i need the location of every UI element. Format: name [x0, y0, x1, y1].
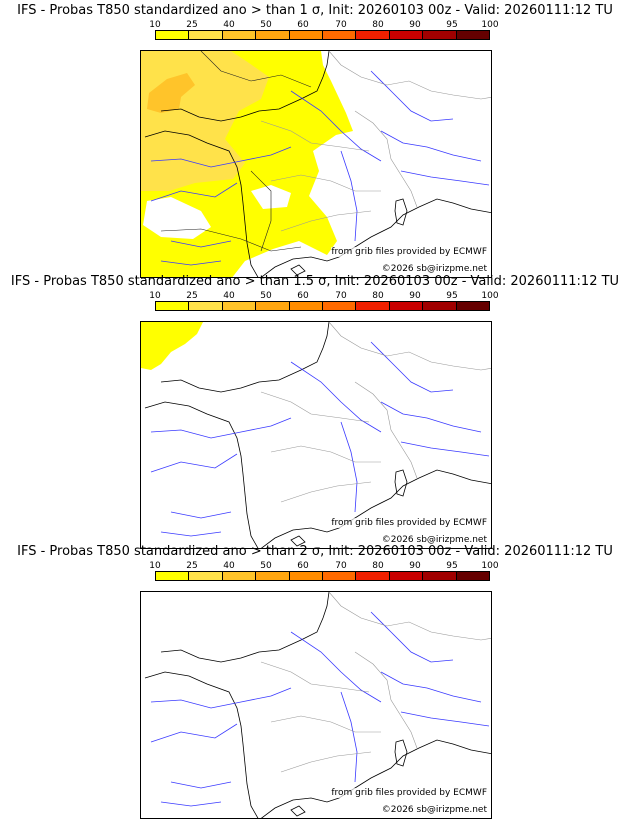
- colorbar-cell: [289, 31, 324, 39]
- colorbar-cell: [156, 31, 190, 39]
- colorbar-cell: [222, 572, 257, 580]
- colorbar-cell: [189, 31, 223, 39]
- colorbar-tick: 95: [446, 561, 458, 571]
- colorbar-cell: [256, 302, 290, 310]
- colorbar-cell: [356, 572, 390, 580]
- coastline: [144, 322, 491, 548]
- data-source-credit: from grib files provided by ECMWF: [331, 788, 487, 798]
- colorbar-cell: [289, 572, 324, 580]
- map-panel-3: IFS - Probas T850 standardized ano > tha…: [0, 544, 630, 819]
- colorbar-tick: 60: [297, 561, 309, 571]
- colorbar-cell: [189, 572, 223, 580]
- colorbar-cell: [323, 31, 357, 39]
- colorbar-tick: 25: [186, 561, 198, 571]
- colorbar-tick: 40: [223, 20, 235, 30]
- contour-lines: [160, 51, 312, 252]
- rivers: [150, 611, 490, 807]
- colorbar-tick: 100: [481, 291, 499, 301]
- probability-colorbar: 10 25 40 50 60 70 80 90 95 100: [149, 561, 499, 583]
- colorbar-cell: [256, 572, 290, 580]
- colorbar-tick: 50: [260, 20, 272, 30]
- colorbar-cell: [156, 302, 190, 310]
- colorbar-cell: [356, 302, 390, 310]
- coastline: [144, 592, 491, 818]
- colorbar-tick: 70: [335, 561, 347, 571]
- colorbar-tick: 40: [223, 561, 235, 571]
- colorbar-cell: [423, 31, 457, 39]
- colorbar-tick: 25: [186, 20, 198, 30]
- colorbar-cell: [156, 572, 190, 580]
- colorbar-cell: [423, 302, 457, 310]
- colorbar-tick: 70: [335, 20, 347, 30]
- colorbar-cell: [456, 31, 490, 39]
- colorbar-tick: 90: [409, 561, 421, 571]
- colorbar-tick: 40: [223, 291, 235, 301]
- colorbar-cell: [222, 302, 257, 310]
- map-canvas: [144, 592, 491, 818]
- map-canvas: [141, 322, 491, 548]
- colorbar-cell: [356, 31, 390, 39]
- probability-area-40: [147, 73, 195, 113]
- colorbar-tick: 80: [372, 561, 384, 571]
- borders: [260, 51, 491, 232]
- colorbar-cell: [289, 302, 324, 310]
- colorbar-tick: 80: [372, 20, 384, 30]
- colorbar-tick: 50: [260, 291, 272, 301]
- colorbar-cell: [389, 572, 424, 580]
- probability-area-10: [141, 322, 203, 370]
- colorbar-cell: [323, 572, 357, 580]
- colorbar-cells: [155, 30, 490, 40]
- colorbar-cell: [323, 302, 357, 310]
- map-panel-1: IFS - Probas T850 standardized ano > tha…: [0, 3, 630, 278]
- colorbar-cell: [222, 31, 257, 39]
- probability-map: from grib files provided by ECMWF ©2026 …: [140, 50, 492, 278]
- copyright-credit: ©2026 sb@irizpme.net: [381, 805, 487, 815]
- panel-title: IFS - Probas T850 standardized ano > tha…: [17, 3, 613, 18]
- panel-title: IFS - Probas T850 standardized ano > tha…: [10, 274, 620, 289]
- panel-title: IFS - Probas T850 standardized ano > tha…: [17, 544, 613, 559]
- borders: [260, 592, 491, 773]
- copyright-credit: ©2026 sb@irizpme.net: [381, 264, 487, 274]
- probability-map: from grib files provided by ECMWF ©2026 …: [140, 591, 492, 819]
- rivers: [150, 341, 490, 537]
- data-source-credit: from grib files provided by ECMWF: [331, 247, 487, 257]
- colorbar-tick: 90: [409, 20, 421, 30]
- colorbar-tick: 60: [297, 20, 309, 30]
- colorbar-cell: [456, 572, 490, 580]
- borders: [260, 322, 491, 503]
- colorbar-cell: [389, 302, 424, 310]
- probability-colorbar: 10 25 40 50 60 70 80 90 95 100: [149, 291, 499, 313]
- colorbar-tick: 90: [409, 291, 421, 301]
- probability-map: from grib files provided by ECMWF ©2026 …: [140, 321, 492, 549]
- colorbar-tick: 60: [297, 291, 309, 301]
- copyright-credit: ©2026 sb@irizpme.net: [381, 535, 487, 545]
- colorbar-tick: 95: [446, 20, 458, 30]
- colorbar-cell: [389, 31, 424, 39]
- data-source-credit: from grib files provided by ECMWF: [331, 518, 487, 528]
- colorbar-tick: 70: [335, 291, 347, 301]
- coastline: [144, 51, 491, 277]
- colorbar-tick: 25: [186, 291, 198, 301]
- colorbar-tick: 10: [149, 561, 161, 571]
- colorbar-cell: [256, 31, 290, 39]
- colorbar-tick: 100: [481, 561, 499, 571]
- colorbar-tick: 95: [446, 291, 458, 301]
- colorbar-cell: [189, 302, 223, 310]
- colorbar-cell: [423, 572, 457, 580]
- colorbar-cell: [456, 302, 490, 310]
- map-panel-2: IFS - Probas T850 standardized ano > tha…: [0, 274, 630, 549]
- probability-colorbar: 10 25 40 50 60 70 80 90 95 100: [149, 20, 499, 42]
- colorbar-tick: 10: [149, 20, 161, 30]
- colorbar-cells: [155, 301, 490, 311]
- map-canvas: [141, 51, 491, 277]
- colorbar-tick: 80: [372, 291, 384, 301]
- colorbar-tick: 10: [149, 291, 161, 301]
- colorbar-cells: [155, 571, 490, 581]
- colorbar-tick: 100: [481, 20, 499, 30]
- colorbar-tick: 50: [260, 561, 272, 571]
